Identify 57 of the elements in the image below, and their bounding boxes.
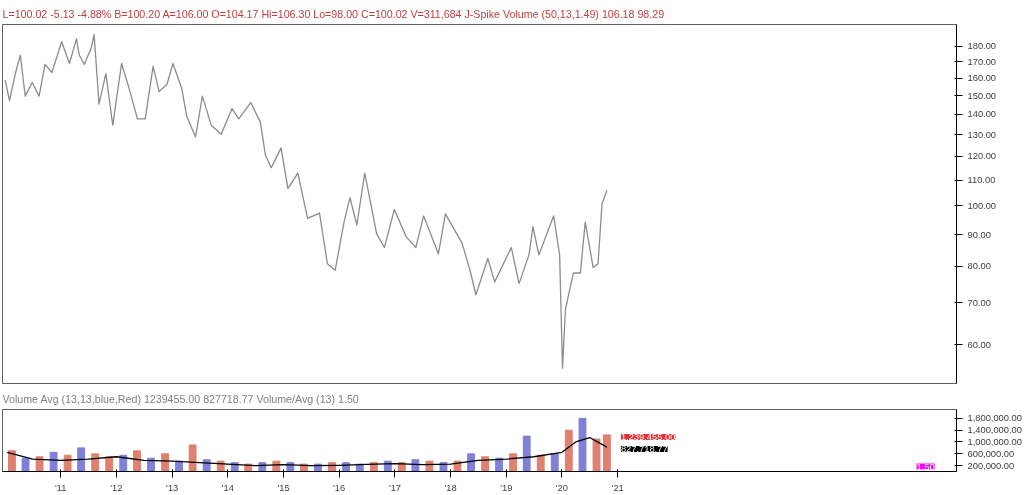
bar xyxy=(35,456,44,472)
bar xyxy=(188,444,197,472)
x-tick-label: '15 xyxy=(277,482,290,493)
y-tick-label: 90.00 xyxy=(967,229,991,240)
bar xyxy=(147,457,155,472)
bar xyxy=(592,438,601,472)
bar xyxy=(8,450,16,472)
annotation: 1,239,455.00 xyxy=(620,431,676,442)
x-tick-label: '19 xyxy=(500,482,513,493)
y-tick-label: 150.00 xyxy=(967,90,997,101)
bar xyxy=(509,453,518,472)
bar xyxy=(550,453,559,472)
bar xyxy=(49,451,58,472)
y-tick-label: 110.00 xyxy=(967,175,996,185)
x-tick-label: '16 xyxy=(333,482,346,493)
line-series xyxy=(4,33,608,369)
bar xyxy=(602,434,611,472)
y-tick-label: 170.00 xyxy=(967,56,997,67)
bar xyxy=(91,453,100,472)
y-tick-label: 70.00 xyxy=(967,297,991,308)
line-series xyxy=(6,436,608,467)
bar xyxy=(578,417,587,472)
x-tick-label: '12 xyxy=(110,482,123,493)
x-tick-label: '18 xyxy=(444,482,457,493)
chart-title: Volume Avg (13,13,blue,Red) 1239455.00 827718.77 Volume/Avg (13) 1.50 xyxy=(2,392,359,405)
bar xyxy=(522,435,531,472)
x-tick-label: '20 xyxy=(555,482,568,493)
y-tick-label: 160.00 xyxy=(967,73,997,84)
y-tick-label: 1,800,000.00 xyxy=(967,413,1022,424)
bar xyxy=(564,429,573,472)
x-tick-label: '11 xyxy=(55,482,67,493)
y-tick-label: 120.00 xyxy=(967,151,997,162)
y-tick-label: 1,000,000.00 xyxy=(967,436,1022,447)
chart-title: L=100.02 -5.13 -4.88% B=100.20 A=106.00 O=104.17 Hi=106.30 Lo=98.00 C=100.02 V=311,684 J-Spike Volume (50,13,1.49) 106.18 98.29 xyxy=(2,7,665,20)
bar xyxy=(133,450,141,472)
y-tick-label: 100.00 xyxy=(967,200,997,211)
y-tick-label: 200,000.00 xyxy=(967,460,1015,471)
bar xyxy=(77,447,86,472)
bar xyxy=(495,457,504,472)
x-tick-label: '14 xyxy=(221,482,234,493)
bar xyxy=(536,454,545,472)
x-tick-label: '17 xyxy=(388,482,402,493)
y-tick-label: 140.00 xyxy=(967,109,997,120)
bar xyxy=(467,453,475,472)
bar xyxy=(21,457,30,472)
annotation: 827,718.77 xyxy=(620,444,668,455)
y-tick-label: 1,400,000.00 xyxy=(967,425,1022,436)
y-tick-label: 180.00 xyxy=(967,41,997,52)
y-tick-label: 60.00 xyxy=(967,339,991,350)
y-tick-label: 600,000.00 xyxy=(967,448,1015,459)
bar xyxy=(411,459,420,472)
y-tick-label: 80.00 xyxy=(967,261,991,272)
x-tick-label: '13 xyxy=(166,482,179,493)
annotation: 1.50 xyxy=(916,461,935,472)
y-tick-label: 130.00 xyxy=(967,129,997,140)
bar xyxy=(105,456,114,472)
x-tick-label: '21 xyxy=(611,482,624,493)
